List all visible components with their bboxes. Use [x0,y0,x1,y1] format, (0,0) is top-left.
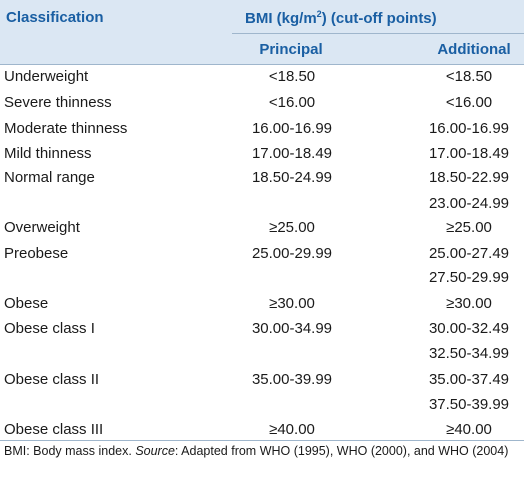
cell-principal: 25.00-29.99 [251,245,333,262]
cell-additional: ≥30.00 [446,295,492,312]
cell-classification: Severe thinness [4,94,112,111]
cell-additional: ≥40.00 [446,421,492,438]
cell-principal: <18.50 [268,68,316,85]
cell-additional: ≥25.00 [446,219,492,236]
cell-additional: 18.50-22.99 [428,169,510,186]
header-principal: Principal [259,41,323,58]
cell-classification: Preobese [4,245,69,262]
cell-additional: 35.00-37.49 [428,371,510,388]
header-bmi-cutoff: BMI (kg/m2) (cut-off points) [245,9,437,27]
cell-classification: Mild thinness [4,145,92,162]
cell-principal: 18.50-24.99 [251,169,333,186]
cell-additional: 17.00-18.49 [428,145,510,162]
cell-classification: Underweight [4,68,89,85]
cell-classification: Overweight [4,219,80,236]
cell-additional: <16.00 [445,94,493,111]
cell-additional: <18.50 [445,68,493,85]
table-header: Classification BMI (kg/m2) (cut-off poin… [0,0,524,65]
cell-principal: ≥40.00 [269,421,315,438]
header-bmi-suffix: ) (cut-off points) [321,10,437,27]
footnote-source-label: Source [135,444,175,458]
cell-classification: Obese [4,295,49,312]
cell-additional-continued: 27.50-29.99 [428,269,510,286]
bmi-classification-table: Classification BMI (kg/m2) (cut-off poin… [0,0,524,458]
header-additional: Additional [437,41,511,58]
header-divider [232,33,524,34]
cell-principal: 17.00-18.49 [251,145,333,162]
table-footnote: BMI: Body mass index. Source: Adapted fr… [0,440,524,459]
cell-principal: <16.00 [268,94,316,111]
cell-additional: 25.00-27.49 [428,245,510,262]
footnote-text: : Adapted from WHO (1995), WHO (2000), a… [174,444,509,458]
cell-principal: 30.00-34.99 [251,320,333,337]
cell-classification: Obese class II [4,371,100,388]
cell-principal: ≥30.00 [269,295,315,312]
footnote-prefix: BMI: Body mass index. [4,444,136,458]
cell-classification: Obese class I [4,320,95,337]
cell-additional-continued: 37.50-39.99 [428,396,510,413]
cell-classification: Normal range [4,169,95,186]
cell-principal: 16.00-16.99 [251,120,333,137]
cell-additional-continued: 23.00-24.99 [428,195,510,212]
cell-additional-continued: 32.50-34.99 [428,345,510,362]
table-body: Underweight <18.50 <18.50 Severe thinnes… [0,65,524,443]
cell-principal: 35.00-39.99 [251,371,333,388]
header-bmi-superscript: 2 [316,9,322,19]
cell-classification: Obese class III [4,421,104,438]
cell-classification: Moderate thinness [4,120,128,137]
header-bmi-label: BMI (kg/m [245,10,317,27]
cell-principal: ≥25.00 [269,219,315,236]
cell-additional: 30.00-32.49 [428,320,510,337]
header-classification: Classification [6,9,104,26]
cell-additional: 16.00-16.99 [428,120,510,137]
